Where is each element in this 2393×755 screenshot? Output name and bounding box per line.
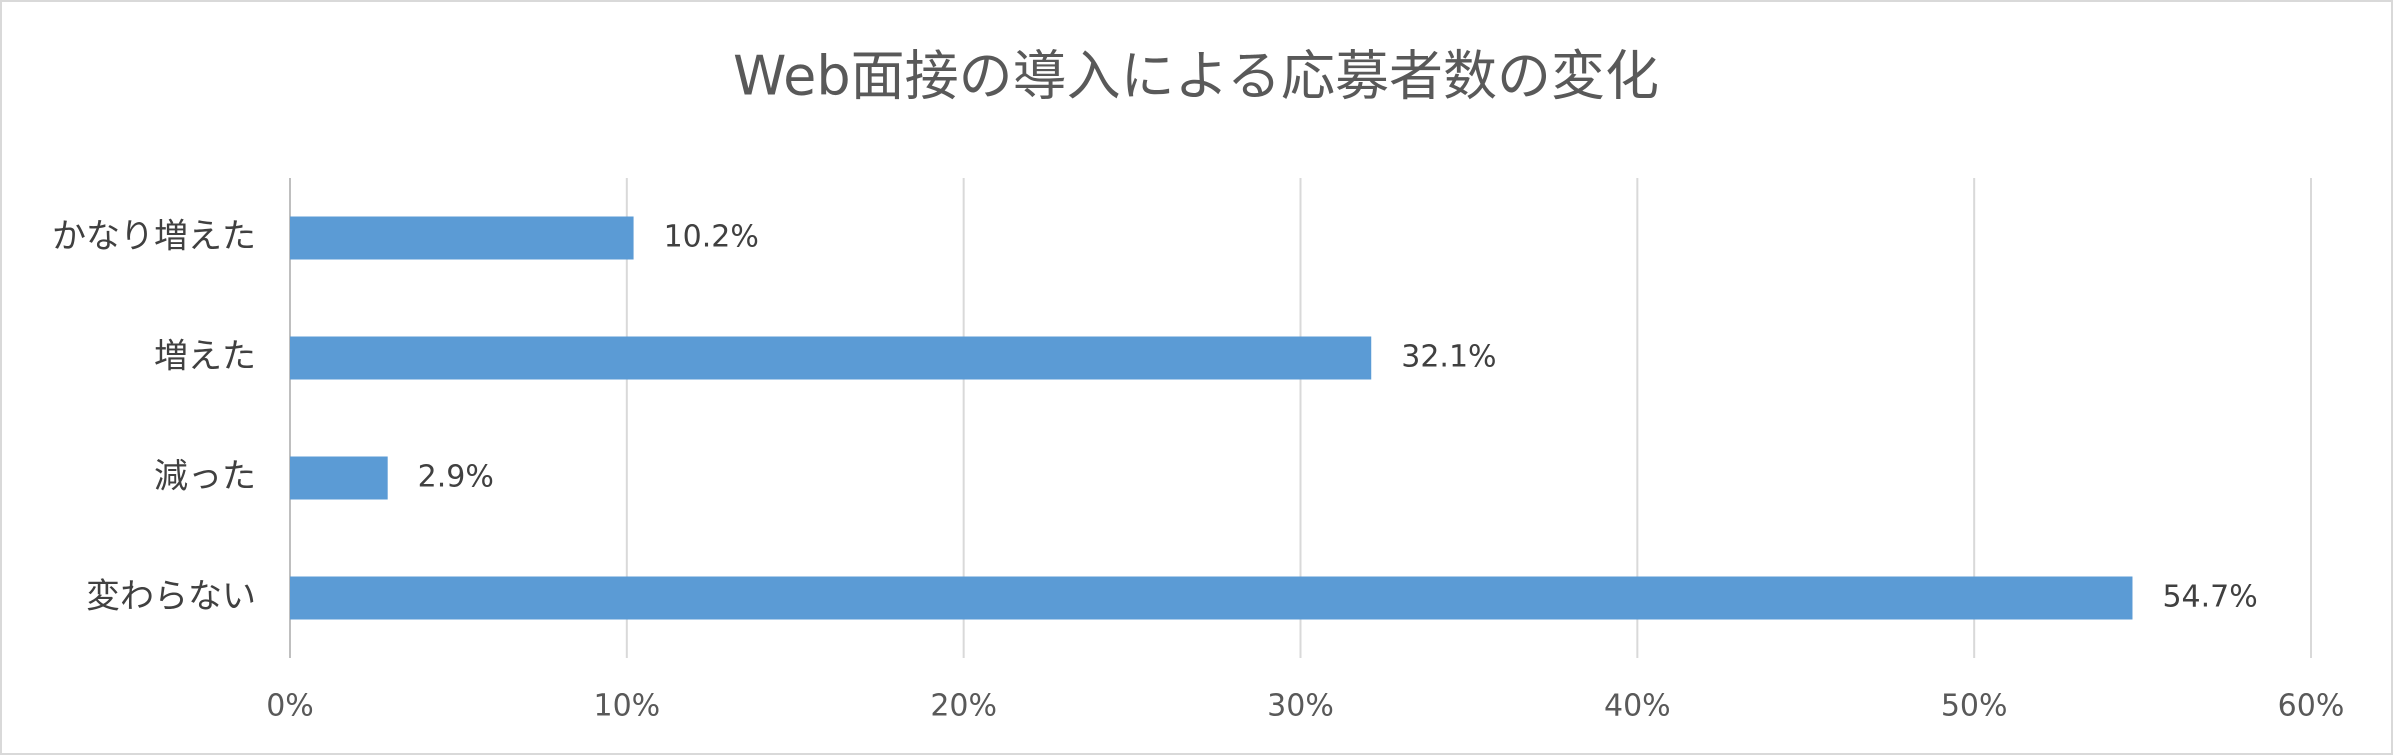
x-tick-label: 50%	[1941, 689, 2008, 724]
bar	[290, 216, 634, 260]
category-label: 増えた	[154, 337, 256, 377]
x-tick-label: 60%	[2278, 689, 2345, 724]
x-tick-label: 0%	[266, 689, 314, 724]
x-tick-label: 20%	[930, 689, 997, 724]
category-label: 変わらない	[86, 577, 256, 617]
bar	[290, 576, 2133, 620]
bar	[290, 336, 1372, 380]
category-label: 減った	[154, 457, 256, 497]
value-label: 32.1%	[1401, 340, 1496, 375]
chart-title: Web面接の導入による応募者数の変化	[733, 45, 1659, 108]
bar	[290, 456, 388, 500]
category-label: かなり増えた	[52, 217, 256, 257]
x-tick-label: 30%	[1267, 689, 1334, 724]
value-label: 10.2%	[664, 220, 759, 255]
value-label: 2.9%	[418, 460, 494, 495]
value-label: 54.7%	[2162, 580, 2257, 615]
x-tick-label: 10%	[593, 689, 660, 724]
x-tick-label: 40%	[1604, 689, 1671, 724]
